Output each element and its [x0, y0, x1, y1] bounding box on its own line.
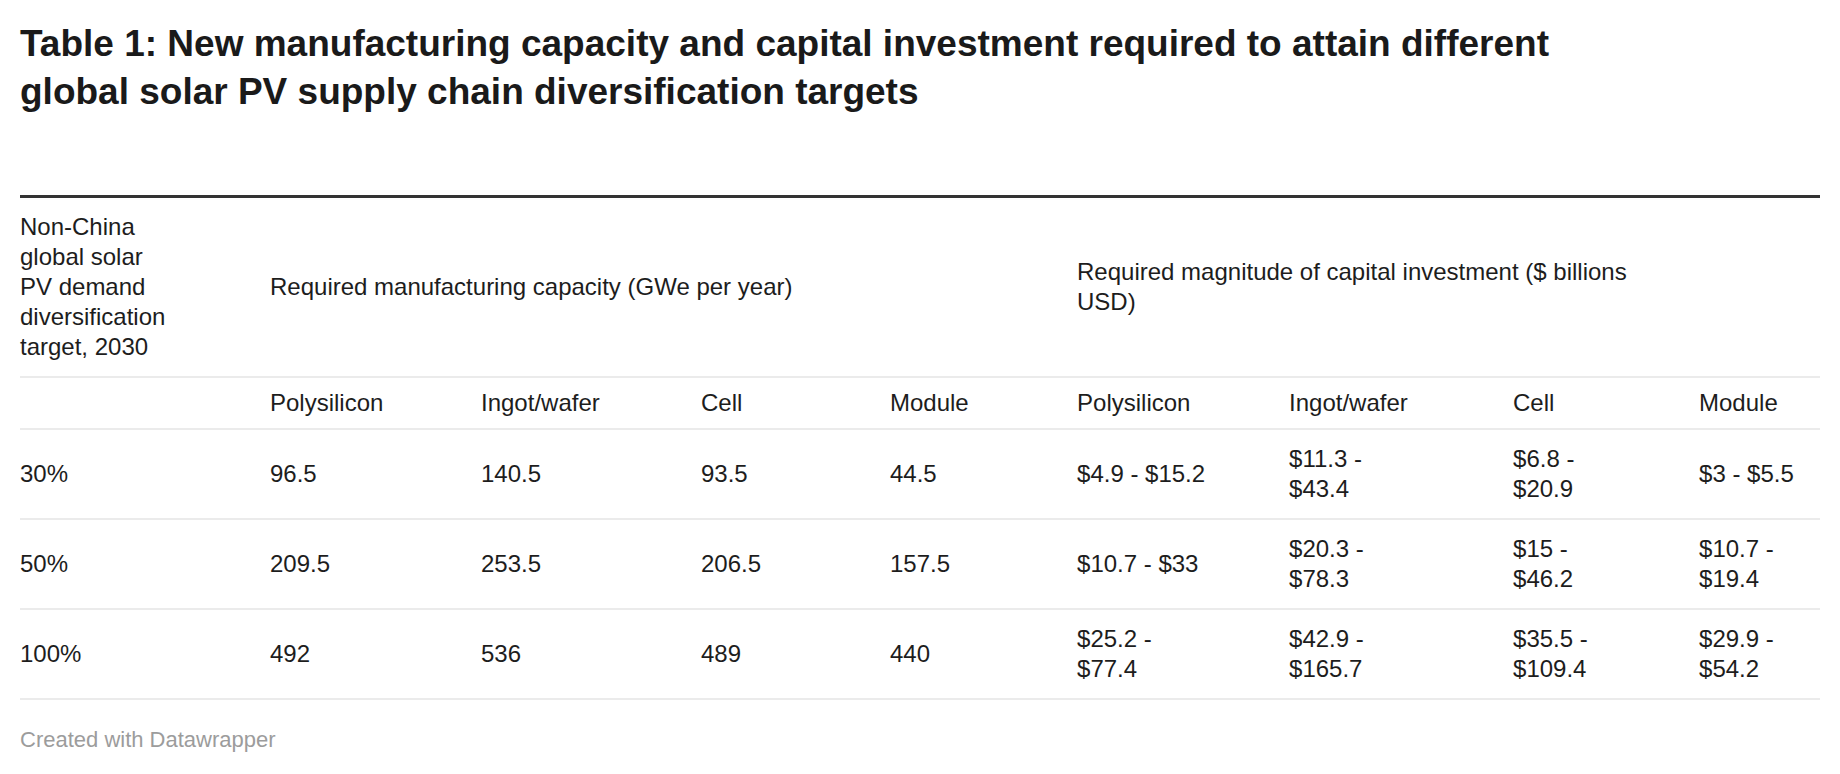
value-cell: $3 - $5.5 [1699, 429, 1820, 519]
column-header-polysilicon-investment: Polysilicon [1077, 377, 1289, 429]
value-cell: 140.5 [481, 429, 701, 519]
group-header-capacity-label: Required manufacturing capacity (GWe per… [270, 272, 990, 302]
value-cell: $15 - $46.2 [1513, 519, 1699, 609]
column-header-empty [20, 377, 270, 429]
value-cell: $20.3 - $78.3 [1289, 519, 1513, 609]
column-header-ingot-wafer-capacity: Ingot/wafer [481, 377, 701, 429]
table-row: 30% 96.5 140.5 93.5 44.5 $4.9 - $15.2 $1… [20, 429, 1820, 519]
target-cell: 30% [20, 429, 270, 519]
value-cell: 489 [701, 609, 890, 699]
column-header-module-investment: Module [1699, 377, 1820, 429]
datawrapper-credit-link[interactable]: Created with Datawrapper [20, 726, 276, 754]
value-cell: $10.7 - $33 [1077, 519, 1289, 609]
value-cell: 157.5 [890, 519, 1077, 609]
column-header-cell-investment: Cell [1513, 377, 1699, 429]
target-cell: 100% [20, 609, 270, 699]
table-row: 50% 209.5 253.5 206.5 157.5 $10.7 - $33 … [20, 519, 1820, 609]
value-cell: 44.5 [890, 429, 1077, 519]
value-cell: $29.9 - $54.2 [1699, 609, 1820, 699]
value-cell: 253.5 [481, 519, 701, 609]
column-header-module-capacity: Module [890, 377, 1077, 429]
table-body: 30% 96.5 140.5 93.5 44.5 $4.9 - $15.2 $1… [20, 429, 1820, 699]
table-head: Non-China global solar PV demand diversi… [20, 197, 1820, 430]
group-header-investment: Required magnitude of capital investment… [1077, 197, 1820, 378]
column-header-ingot-wafer-investment: Ingot/wafer [1289, 377, 1513, 429]
value-cell: $42.9 - $165.7 [1289, 609, 1513, 699]
value-cell: $10.7 - $19.4 [1699, 519, 1820, 609]
value-cell: $11.3 - $43.4 [1289, 429, 1513, 519]
table-row: 100% 492 536 489 440 $25.2 - $77.4 $42.9… [20, 609, 1820, 699]
page-title: Table 1: New manufacturing capacity and … [20, 0, 1820, 116]
value-cell: $35.5 - $109.4 [1513, 609, 1699, 699]
value-cell: $4.9 - $15.2 [1077, 429, 1289, 519]
target-cell: 50% [20, 519, 270, 609]
column-header-cell-capacity: Cell [701, 377, 890, 429]
group-header-row: Non-China global solar PV demand diversi… [20, 197, 1820, 378]
row-header-label: Non-China global solar PV demand diversi… [20, 197, 270, 378]
value-cell: $25.2 - $77.4 [1077, 609, 1289, 699]
group-header-capacity: Required manufacturing capacity (GWe per… [270, 197, 1077, 378]
value-cell: 93.5 [701, 429, 890, 519]
value-cell: 536 [481, 609, 701, 699]
datawrapper-table-page: Table 1: New manufacturing capacity and … [0, 0, 1840, 774]
value-cell: $6.8 - $20.9 [1513, 429, 1699, 519]
data-table: Non-China global solar PV demand diversi… [20, 195, 1820, 700]
value-cell: 96.5 [270, 429, 481, 519]
column-header-row: Polysilicon Ingot/wafer Cell Module Poly… [20, 377, 1820, 429]
value-cell: 206.5 [701, 519, 890, 609]
group-header-investment-label: Required magnitude of capital investment… [1077, 257, 1797, 317]
value-cell: 492 [270, 609, 481, 699]
value-cell: 209.5 [270, 519, 481, 609]
column-header-polysilicon-capacity: Polysilicon [270, 377, 481, 429]
value-cell: 440 [890, 609, 1077, 699]
